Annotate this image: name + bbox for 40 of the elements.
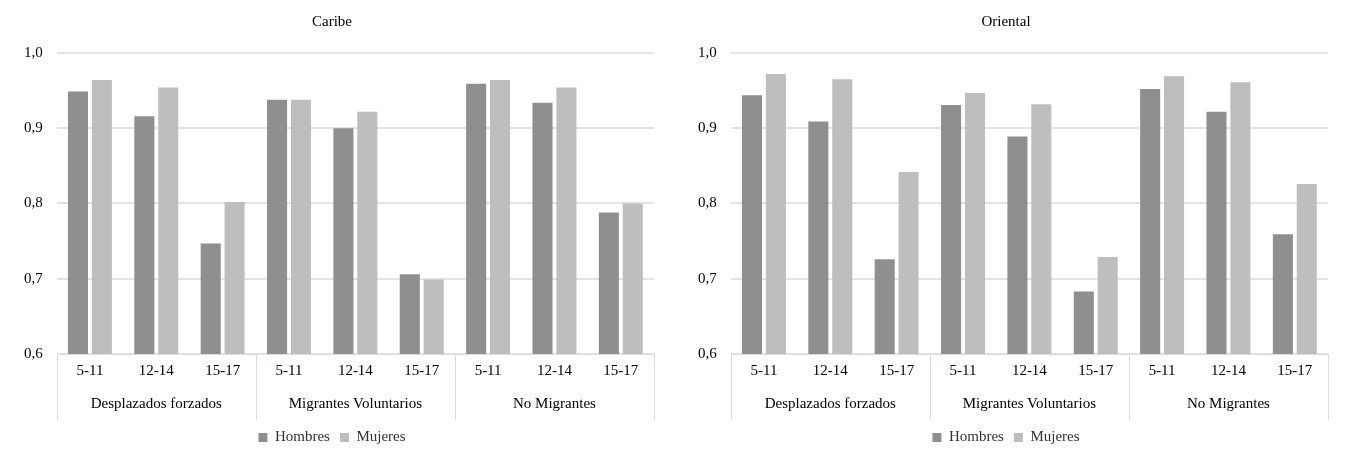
x-tick-label: 12-14 bbox=[536, 361, 573, 378]
x-tick-label: 12-14 bbox=[138, 361, 175, 378]
x-tick-label: 15-17 bbox=[879, 361, 915, 378]
text: Migrantes Voluntarios bbox=[288, 394, 423, 411]
y-tick-label: 0,9 bbox=[698, 119, 717, 136]
x-tick-label: 12-14 bbox=[812, 361, 849, 378]
x-tick-label: 12-14 bbox=[1210, 361, 1247, 378]
y-tick-label: 1,0 bbox=[698, 43, 717, 60]
y-tick-label: 0,8 bbox=[698, 194, 717, 211]
x-tick-label: 15-17 bbox=[1277, 361, 1313, 378]
text: Desplazados forzados bbox=[764, 394, 897, 411]
x-tick-label: 15-17 bbox=[404, 361, 440, 378]
y-tick-label: 0,9 bbox=[24, 119, 43, 136]
x-tick-label: 12-14 bbox=[337, 361, 374, 378]
text: Migrantes Voluntarios bbox=[962, 394, 1097, 411]
text: No Migrantes bbox=[513, 394, 597, 411]
x-tick-label: 15-17 bbox=[1078, 361, 1114, 378]
y-tick-label: 0,6 bbox=[698, 344, 718, 361]
y-tick-label: 0,8 bbox=[24, 194, 43, 211]
x-tick-label: 12-14 bbox=[1011, 361, 1048, 378]
x-tick-label: 5-11 bbox=[474, 361, 502, 378]
x-tick-label: 5-11 bbox=[750, 361, 778, 378]
legend-label: Mujeres bbox=[1030, 428, 1080, 445]
x-tick-label: 5-11 bbox=[76, 361, 104, 378]
chart-title: Caribe bbox=[312, 12, 353, 29]
y-tick-label: 0,7 bbox=[698, 269, 718, 286]
legend-label: Hombres bbox=[948, 428, 1005, 445]
text: No Migrantes bbox=[1187, 394, 1271, 411]
y-tick-label: 1,0 bbox=[24, 43, 43, 60]
x-tick-label: 15-17 bbox=[603, 361, 639, 378]
chart-title: Oriental bbox=[981, 12, 1031, 29]
x-tick-label: 5-11 bbox=[275, 361, 303, 378]
legend-label: Hombres bbox=[274, 428, 331, 445]
text: Desplazados forzados bbox=[90, 394, 223, 411]
x-tick-label: 15-17 bbox=[205, 361, 241, 378]
legend-label: Mujeres bbox=[356, 428, 406, 445]
x-tick-label: 5-11 bbox=[949, 361, 977, 378]
y-tick-label: 0,7 bbox=[24, 269, 44, 286]
y-tick-label: 0,6 bbox=[24, 344, 44, 361]
x-tick-label: 5-11 bbox=[1148, 361, 1176, 378]
